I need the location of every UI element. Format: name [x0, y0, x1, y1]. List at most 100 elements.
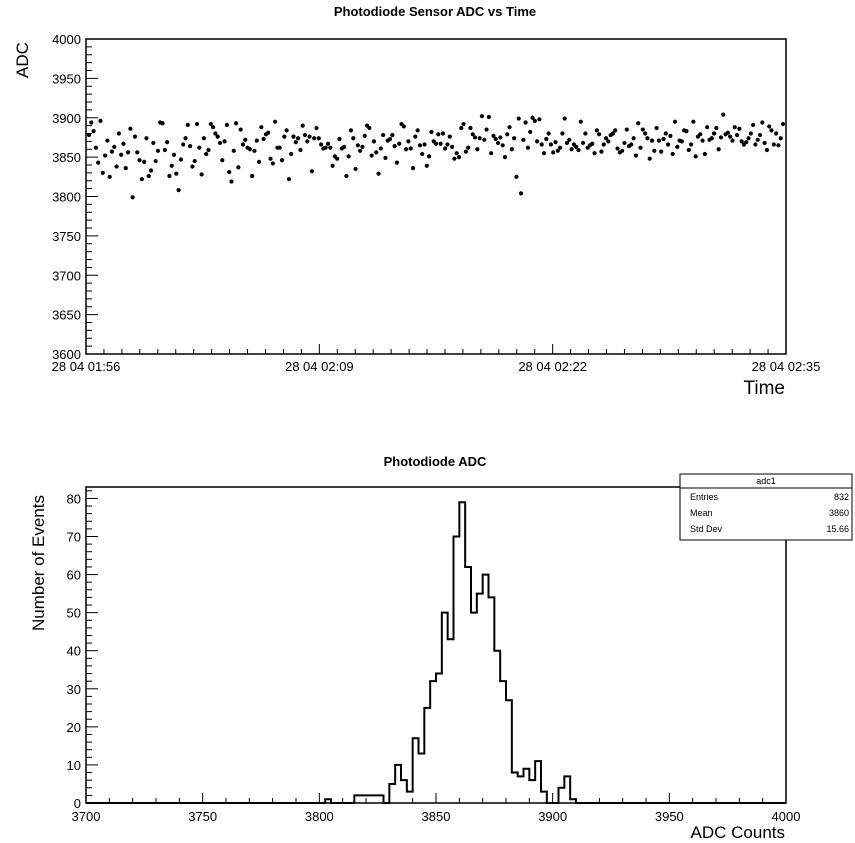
scatter-point [629, 142, 634, 147]
scatter-point [486, 114, 491, 120]
scatter-point [135, 150, 140, 155]
scatter-point [737, 126, 742, 131]
scatter-y-tick-label: 3850 [52, 150, 81, 165]
histogram-y-axis-title: Number of Events [29, 495, 48, 631]
scatter-point [250, 173, 255, 179]
stats-box-name: adc1 [756, 476, 776, 486]
scatter-point [567, 137, 572, 142]
scatter-point [580, 140, 586, 146]
scatter-point [360, 144, 365, 149]
scatter-point [684, 129, 689, 134]
scatter-point [197, 145, 202, 150]
scatter-point [599, 149, 604, 154]
scatter-point [525, 145, 531, 150]
scatter-point [645, 136, 650, 141]
scatter-point [714, 125, 719, 131]
stats-mean-label: Mean [690, 508, 713, 518]
scatter-y-tick-label: 3900 [52, 111, 81, 126]
scatter-point [293, 140, 298, 145]
scatter-point [240, 142, 246, 147]
scatter-point [192, 158, 197, 164]
scatter-point [116, 131, 121, 136]
stats-box: adc1 Entries 832 Mean 3860 Std Dev 15.66 [679, 473, 853, 541]
scatter-point [482, 137, 487, 142]
histogram-y-tick-label: 50 [67, 606, 81, 621]
scatter-point [316, 136, 321, 141]
scatter-point [590, 141, 595, 146]
scatter-point [139, 177, 144, 182]
scatter-point [638, 145, 643, 150]
scatter-point [282, 134, 287, 139]
scatter-point [256, 159, 262, 164]
scatter-point [171, 152, 177, 157]
scatter-point [633, 153, 639, 158]
histogram-y-tick-label: 70 [67, 529, 81, 544]
scatter-x-tick-label: 28 04 02:35 [752, 359, 821, 374]
scatter-point [507, 125, 512, 130]
histogram-x-tick-label: 3800 [305, 809, 334, 824]
scatter-point [647, 156, 652, 161]
histogram-x-tick-label: 3950 [655, 809, 684, 824]
scatter-point [672, 119, 678, 124]
scatter-point [121, 141, 126, 146]
scatter-point [514, 174, 519, 179]
scatter-point [183, 136, 188, 141]
scatter-point [610, 131, 616, 136]
scatter-point [603, 136, 609, 141]
scatter-frame [85, 38, 787, 355]
scatter-y-tick-label: 3800 [52, 190, 81, 205]
scatter-point [583, 131, 588, 136]
scatter-point [751, 122, 756, 127]
scatter-point [305, 139, 310, 144]
histogram-x-axis: 3700 3750 3800 3850 3900 3950 4000 [72, 793, 800, 824]
scatter-point [119, 152, 124, 157]
scatter-point [631, 136, 636, 141]
scatter-point [89, 120, 94, 125]
scatter-point [755, 137, 760, 142]
scatter-point [167, 173, 172, 179]
scatter-point [220, 158, 225, 163]
scatter-point [335, 156, 340, 161]
scatter-point [344, 173, 349, 179]
scatter-point [530, 115, 535, 120]
stats-entries-value: 832 [834, 492, 849, 502]
scatter-point [142, 159, 147, 164]
scatter-point [436, 132, 441, 137]
scatter-point [562, 116, 567, 121]
scatter-point [774, 131, 779, 136]
scatter-point [289, 151, 294, 157]
scatter-point [512, 136, 517, 141]
scatter-point [528, 129, 533, 135]
scatter-point [705, 125, 710, 130]
scatter-point [286, 177, 292, 182]
histogram-y-tick-label: 80 [67, 491, 81, 506]
scatter-point [643, 131, 648, 136]
scatter-point [353, 166, 358, 172]
scatter-point [227, 169, 232, 175]
scatter-point [415, 128, 420, 133]
scatter-point [716, 147, 721, 152]
histogram-y-tick-label: 0 [74, 796, 81, 811]
scatter-point [210, 125, 216, 130]
scatter-y-tick-label: 3950 [52, 71, 81, 86]
scatter-point [125, 150, 131, 155]
scatter-point [557, 145, 563, 150]
histogram-title: Photodiode ADC [384, 454, 487, 469]
scatter-point [208, 121, 213, 127]
scatter-x-axis-title: Time [743, 378, 785, 399]
scatter-point [615, 146, 620, 151]
scatter-point [146, 173, 151, 179]
scatter-point [592, 151, 597, 156]
scatter-point [636, 121, 641, 126]
scatter-y-tick-label: 4000 [52, 32, 81, 47]
histogram-y-axis: 0 10 20 30 40 50 60 70 80 [67, 490, 98, 811]
histogram-steps [86, 501, 786, 804]
scatter-point [449, 144, 455, 149]
scatter-point [489, 151, 494, 156]
histogram-x-tick-label: 3700 [72, 809, 101, 824]
scatter-point [374, 150, 379, 155]
scatter-point [394, 160, 400, 165]
scatter-point [516, 116, 521, 121]
scatter-point [105, 138, 110, 143]
scatter-point [569, 147, 574, 152]
